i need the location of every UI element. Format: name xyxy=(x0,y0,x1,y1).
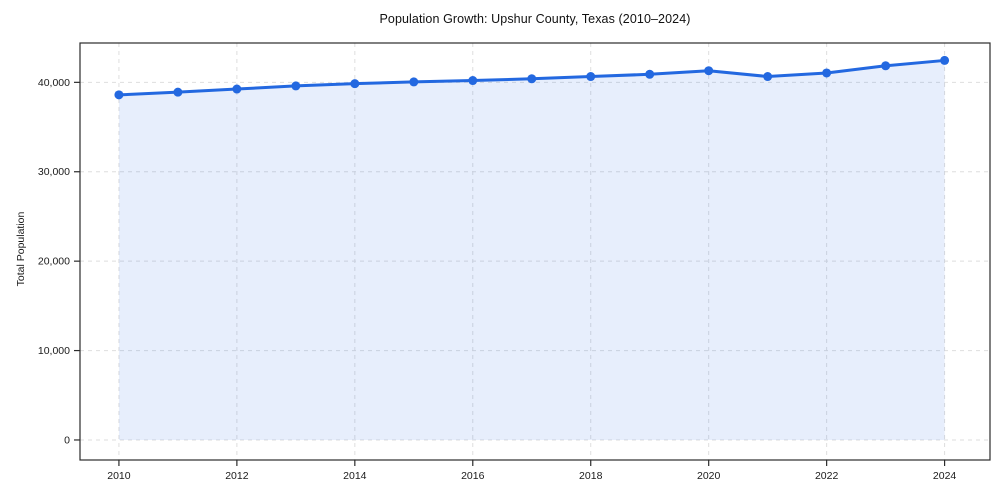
area-fill xyxy=(118,60,945,440)
y-tick-label: 20,000 xyxy=(38,256,70,268)
x-tick-label: 2014 xyxy=(343,470,367,482)
y-tick-label: 0 xyxy=(64,434,70,446)
y-tick-label: 30,000 xyxy=(38,166,70,178)
x-tick-label: 2016 xyxy=(461,470,485,482)
data-point-2011 xyxy=(173,87,183,97)
x-tick-label: 2018 xyxy=(579,470,603,482)
data-point-2013 xyxy=(291,81,301,91)
data-point-2020 xyxy=(704,66,714,76)
y-axis-title: Total Population xyxy=(15,211,27,287)
x-tick-label: 2024 xyxy=(933,470,957,482)
data-point-2016 xyxy=(468,76,478,86)
data-point-2012 xyxy=(232,84,242,94)
data-point-2023 xyxy=(881,61,891,71)
data-point-2017 xyxy=(527,74,537,84)
x-tick-label: 2010 xyxy=(107,470,131,482)
data-point-2019 xyxy=(645,69,655,79)
data-point-2015 xyxy=(409,77,419,87)
data-point-2014 xyxy=(350,79,360,89)
x-tick-label: 2022 xyxy=(815,470,839,482)
plot-border xyxy=(79,42,991,461)
data-point-2018 xyxy=(586,72,596,82)
data-point-2022 xyxy=(822,68,832,78)
data-point-2024 xyxy=(940,55,950,65)
x-tick-label: 2020 xyxy=(697,470,721,482)
x-tick-label: 2012 xyxy=(225,470,249,482)
y-tick-label: 10,000 xyxy=(38,345,70,357)
data-point-2010 xyxy=(114,90,124,100)
y-tick-label: 40,000 xyxy=(38,77,70,89)
chart-title: Population Growth: Upshur County, Texas … xyxy=(379,12,691,26)
data-point-2021 xyxy=(763,72,773,82)
